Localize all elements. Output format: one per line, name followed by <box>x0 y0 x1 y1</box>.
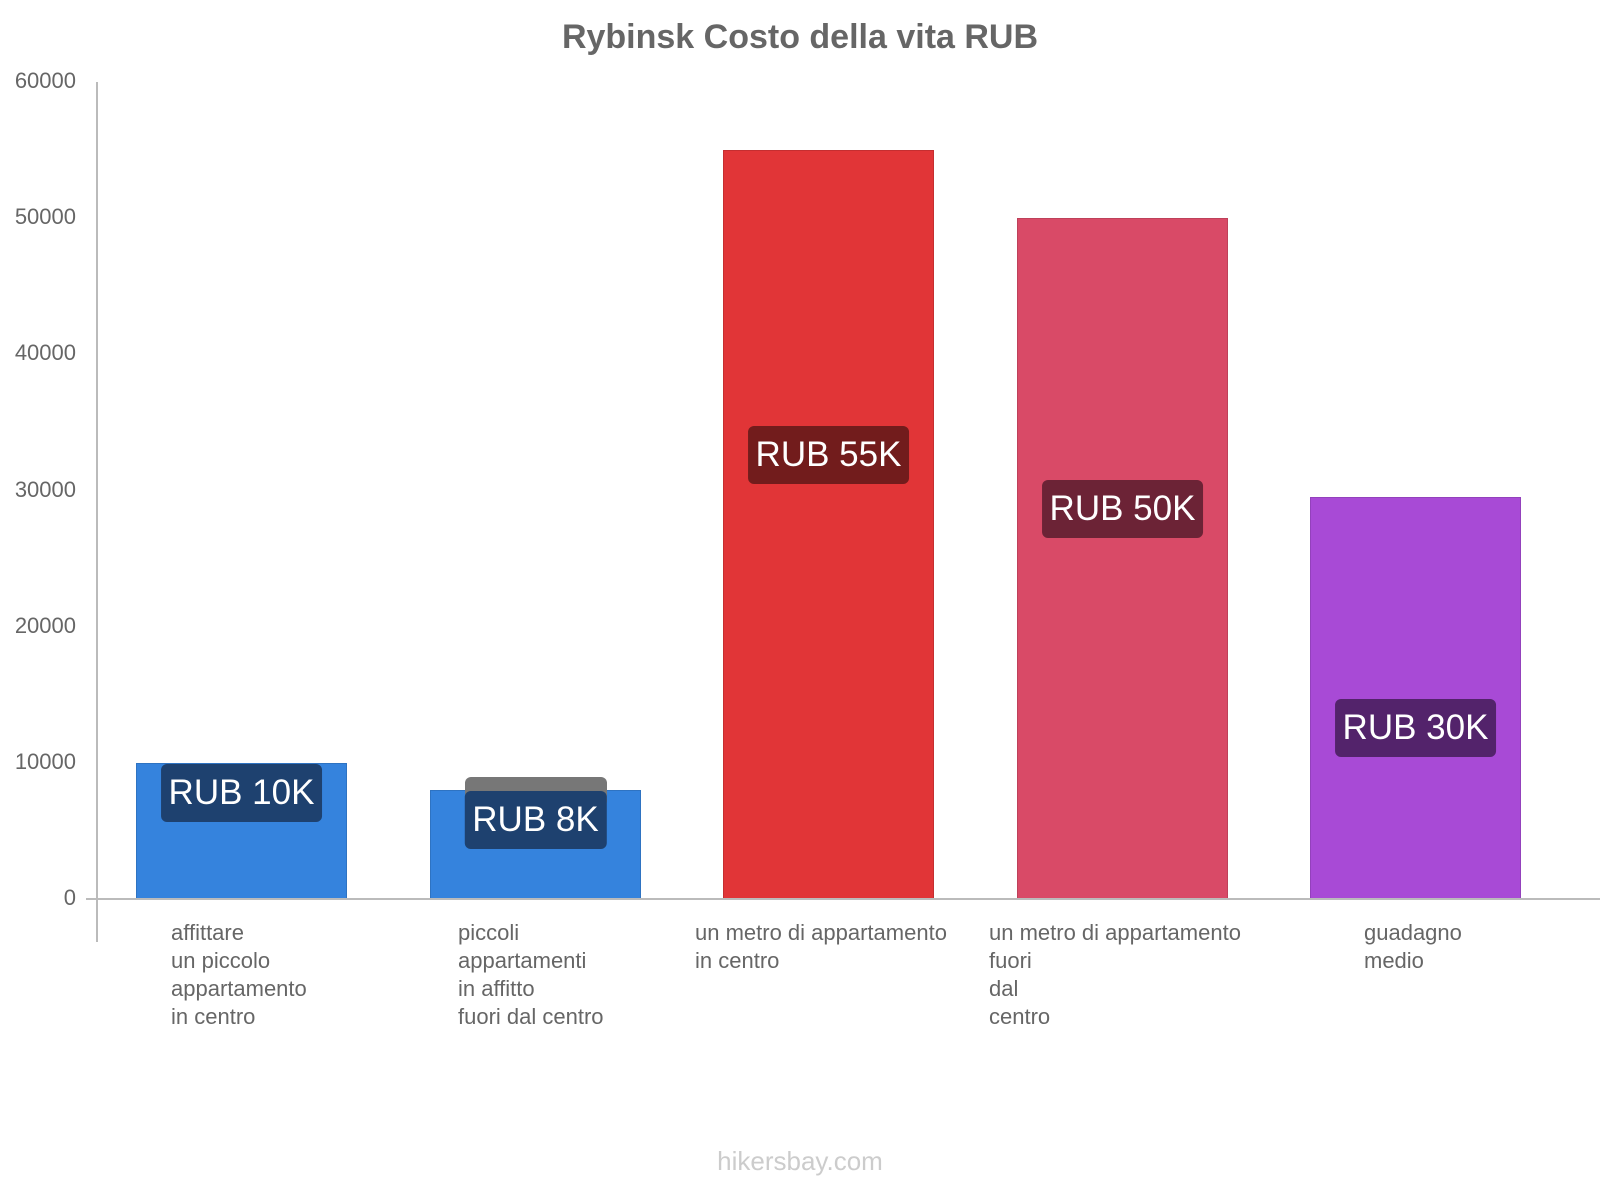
y-axis-line <box>96 82 98 942</box>
value-label: RUB 30K <box>1334 699 1497 758</box>
bar[interactable] <box>723 150 934 899</box>
y-tick-label: 30000 <box>14 476 76 502</box>
value-label: RUB 50K <box>1041 479 1204 538</box>
x-tick-label: guadagno medio <box>1364 920 1462 973</box>
footer-watermark: hikersbay.com <box>717 1146 883 1176</box>
x-tick-label: un metro di appartamento fuori dal centr… <box>989 920 1241 1029</box>
y-tick-label: 50000 <box>14 204 76 230</box>
y-tick-label: 40000 <box>14 340 76 366</box>
x-tick-label: piccoli appartamenti in affitto fuori da… <box>458 920 604 1029</box>
chart-title: Rybinsk Costo della vita RUB <box>561 18 1039 56</box>
value-label: RUB 10K <box>160 763 323 822</box>
bar[interactable] <box>1310 497 1521 899</box>
y-tick-label: 20000 <box>14 612 76 638</box>
bar[interactable] <box>1017 218 1228 899</box>
y-tick-label: 0 <box>63 885 76 910</box>
y-tick-label: 60000 <box>14 68 76 93</box>
x-tick-label: un metro di appartamento in centro <box>695 920 947 973</box>
value-label: RUB 8K <box>464 791 607 850</box>
x-axis-line <box>86 898 1600 900</box>
x-tick-label: affittare un piccolo appartamento in cen… <box>171 920 307 1029</box>
y-tick-label: 10000 <box>14 748 76 774</box>
value-label: RUB 55K <box>747 425 910 484</box>
